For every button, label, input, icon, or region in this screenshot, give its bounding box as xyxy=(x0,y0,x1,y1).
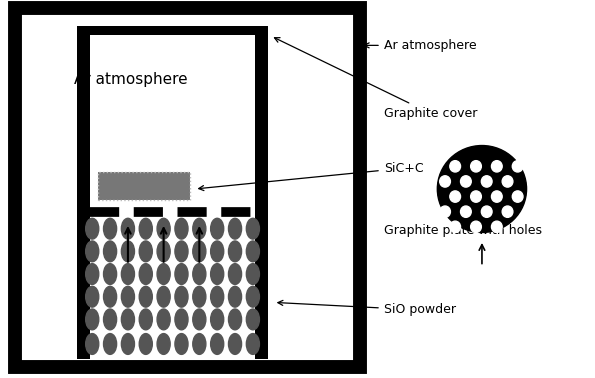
Bar xyxy=(98,172,190,200)
Text: Ar atmosphere: Ar atmosphere xyxy=(74,72,187,87)
Ellipse shape xyxy=(175,241,188,262)
Ellipse shape xyxy=(481,176,492,187)
Ellipse shape xyxy=(246,218,259,239)
Ellipse shape xyxy=(104,287,117,307)
Bar xyxy=(15,8,360,367)
Ellipse shape xyxy=(481,206,492,217)
Ellipse shape xyxy=(175,309,188,330)
Ellipse shape xyxy=(104,309,117,330)
Ellipse shape xyxy=(86,218,99,239)
Ellipse shape xyxy=(193,334,206,355)
Ellipse shape xyxy=(175,218,188,239)
Ellipse shape xyxy=(175,287,188,307)
Ellipse shape xyxy=(157,334,170,355)
Ellipse shape xyxy=(121,264,134,284)
Ellipse shape xyxy=(139,334,152,355)
Ellipse shape xyxy=(175,334,188,355)
Ellipse shape xyxy=(246,264,259,284)
Ellipse shape xyxy=(440,206,450,217)
Ellipse shape xyxy=(139,218,152,239)
Ellipse shape xyxy=(104,334,117,355)
Ellipse shape xyxy=(211,334,224,355)
Ellipse shape xyxy=(86,334,99,355)
Text: SiC+C: SiC+C xyxy=(199,162,424,191)
Ellipse shape xyxy=(437,146,527,232)
Ellipse shape xyxy=(491,161,502,172)
Ellipse shape xyxy=(121,334,134,355)
Ellipse shape xyxy=(175,264,188,284)
Ellipse shape xyxy=(502,206,513,217)
Ellipse shape xyxy=(450,221,461,232)
Ellipse shape xyxy=(157,287,170,307)
Ellipse shape xyxy=(471,161,481,172)
Ellipse shape xyxy=(104,264,117,284)
Ellipse shape xyxy=(121,218,134,239)
Ellipse shape xyxy=(440,176,450,187)
Ellipse shape xyxy=(211,287,224,307)
Ellipse shape xyxy=(193,241,206,262)
Ellipse shape xyxy=(86,309,99,330)
Ellipse shape xyxy=(193,309,206,330)
Ellipse shape xyxy=(193,218,206,239)
Ellipse shape xyxy=(246,287,259,307)
Ellipse shape xyxy=(211,264,224,284)
Ellipse shape xyxy=(104,218,117,239)
Text: Graphite plate with holes: Graphite plate with holes xyxy=(384,192,542,237)
Ellipse shape xyxy=(461,206,471,217)
Ellipse shape xyxy=(461,176,471,187)
Ellipse shape xyxy=(502,176,513,187)
Ellipse shape xyxy=(512,191,523,202)
Ellipse shape xyxy=(139,264,152,284)
Ellipse shape xyxy=(450,161,461,172)
Ellipse shape xyxy=(86,264,99,284)
Bar xyxy=(77,26,268,359)
Ellipse shape xyxy=(228,309,242,330)
Ellipse shape xyxy=(139,241,152,262)
Ellipse shape xyxy=(491,221,502,232)
Ellipse shape xyxy=(228,334,242,355)
Text: Graphite cover: Graphite cover xyxy=(274,38,477,120)
Ellipse shape xyxy=(139,287,152,307)
Ellipse shape xyxy=(246,334,259,355)
Ellipse shape xyxy=(121,241,134,262)
Ellipse shape xyxy=(211,241,224,262)
Ellipse shape xyxy=(121,287,134,307)
Ellipse shape xyxy=(104,241,117,262)
Ellipse shape xyxy=(471,221,481,232)
Ellipse shape xyxy=(471,191,481,202)
Ellipse shape xyxy=(228,218,242,239)
Ellipse shape xyxy=(193,264,206,284)
Text: Ar atmosphere: Ar atmosphere xyxy=(364,39,477,52)
Ellipse shape xyxy=(246,241,259,262)
Ellipse shape xyxy=(157,264,170,284)
Ellipse shape xyxy=(512,161,523,172)
Ellipse shape xyxy=(121,309,134,330)
Ellipse shape xyxy=(228,287,242,307)
Ellipse shape xyxy=(450,191,461,202)
Ellipse shape xyxy=(211,309,224,330)
Ellipse shape xyxy=(193,287,206,307)
Bar xyxy=(98,172,190,200)
Text: SiO powder: SiO powder xyxy=(278,301,456,316)
Ellipse shape xyxy=(211,218,224,239)
Ellipse shape xyxy=(86,287,99,307)
Ellipse shape xyxy=(157,218,170,239)
Bar xyxy=(90,35,255,359)
Ellipse shape xyxy=(86,241,99,262)
Ellipse shape xyxy=(246,309,259,330)
Ellipse shape xyxy=(228,241,242,262)
Ellipse shape xyxy=(157,241,170,262)
Ellipse shape xyxy=(228,264,242,284)
Ellipse shape xyxy=(157,309,170,330)
Ellipse shape xyxy=(491,191,502,202)
Ellipse shape xyxy=(139,309,152,330)
